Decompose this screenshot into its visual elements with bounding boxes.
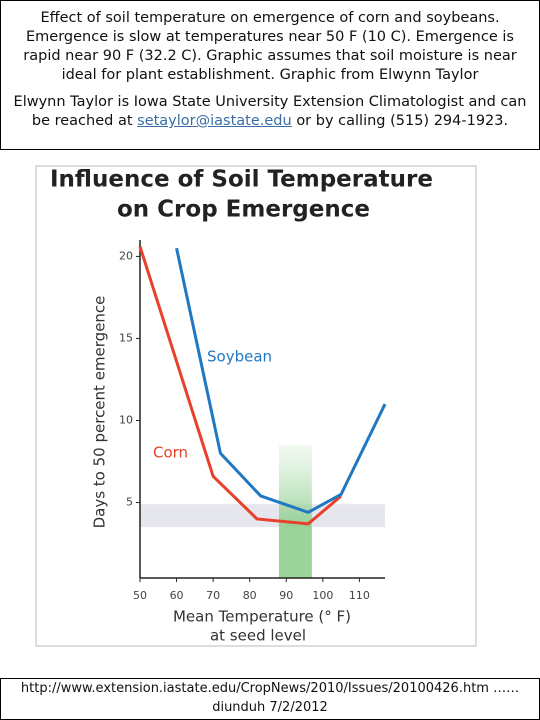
- series-line: [175, 247, 387, 515]
- x-tick-label: 100: [312, 589, 333, 602]
- series-label: Corn: [153, 444, 188, 462]
- x-tick-label: 110: [349, 589, 370, 602]
- x-tick-label: 90: [279, 589, 293, 602]
- y-tick-label: 5: [126, 496, 133, 509]
- y-axis-label: Days to 50 percent emergence: [91, 296, 109, 529]
- y-tick-label: 15: [119, 331, 133, 344]
- x-axis-label: at seed level: [210, 627, 306, 645]
- series-label: Soybean: [207, 348, 272, 366]
- footer-date: diunduh 7/2/2012: [212, 700, 328, 715]
- x-tick-label: 80: [243, 589, 257, 602]
- caption-paragraph: Elwynn Taylor is Iowa State University E…: [7, 93, 533, 131]
- x-tick-label: 50: [133, 589, 147, 602]
- x-tick-label: 70: [206, 589, 220, 602]
- chart-title: Influence of Soil Temperature: [50, 167, 433, 193]
- text: Elwynn Taylor is Iowa State University E…: [13, 94, 527, 129]
- chart-frame: [35, 165, 477, 647]
- chart-title: on Crop Emergence: [117, 197, 370, 223]
- series-line: [138, 246, 343, 526]
- y-tick-label: 20: [119, 249, 133, 262]
- x-tick-label: 60: [170, 589, 184, 602]
- caption-paragraph: Effect of soil temperature on emergence …: [23, 10, 517, 83]
- email-link[interactable]: setaylor@iastate.edu: [137, 113, 292, 129]
- y-tick-label: 10: [119, 413, 133, 426]
- chart: Influence of Soil Temperature on Crop Em…: [35, 165, 477, 647]
- caption: Effect of soil temperature on emergence …: [0, 0, 540, 150]
- x-axis-label: Mean Temperature (° F): [173, 608, 351, 626]
- moisture-band: [140, 504, 385, 528]
- footer-url: http://www.extension.iastate.edu/CropNew…: [20, 681, 520, 696]
- text: or by calling (515) 294-1923.: [296, 113, 509, 129]
- footer: http://www.extension.iastate.edu/CropNew…: [0, 678, 540, 720]
